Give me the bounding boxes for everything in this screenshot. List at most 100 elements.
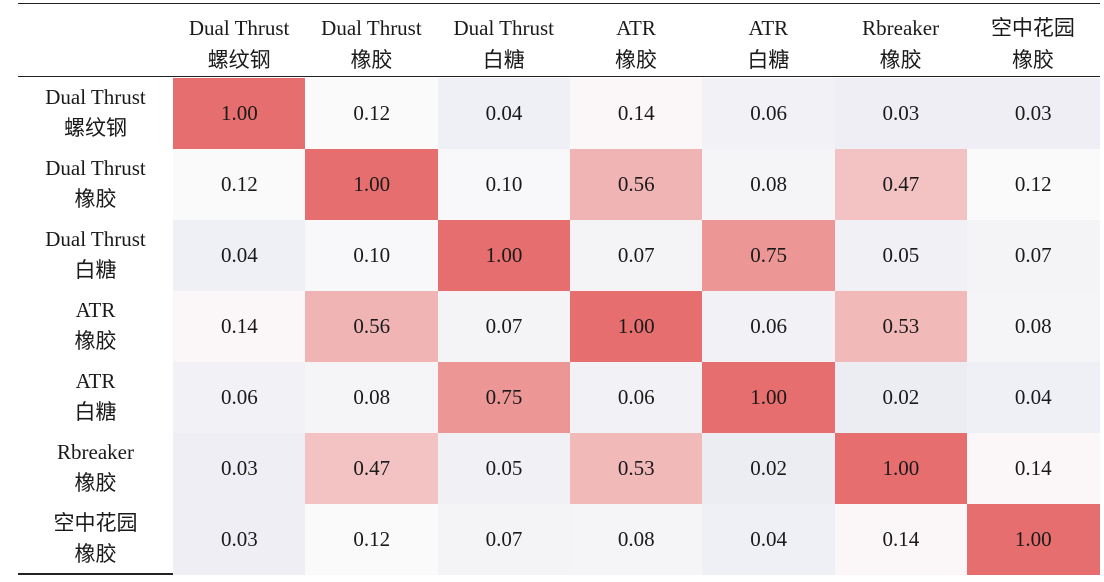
heatmap-cell-value: 0.53	[617, 455, 655, 480]
heatmap-cell-value: 0.14	[882, 526, 920, 551]
heatmap-cell: 0.12	[305, 77, 439, 149]
heatmap-cell-value: 0.07	[617, 242, 655, 267]
heatmap-cell-value: 0.06	[750, 100, 787, 125]
heatmap-cell: 0.07	[437, 290, 571, 362]
heatmap-cell: 0.08	[305, 361, 439, 433]
heatmap-cell: 0.14	[569, 77, 703, 149]
heatmap-cell: 0.14	[834, 503, 968, 575]
heatmap-cell: 0.08	[966, 290, 1100, 362]
heatmap-cell: 0.12	[305, 503, 439, 575]
heatmap-cell-value: 1.00	[221, 100, 258, 125]
column-header: Rbreaker 橡胶	[835, 12, 967, 76]
heatmap-cell-value: 1.00	[1014, 526, 1052, 551]
heatmap-cell-value: 1.00	[750, 384, 787, 409]
row-header-line2: 橡胶	[74, 328, 117, 353]
row-header-line1: Dual Thrust	[45, 84, 146, 109]
row-header-line2: 螺纹钢	[64, 115, 127, 140]
heatmap-cell-value: 1.00	[353, 171, 391, 196]
row-header-line2: 橡胶	[74, 470, 117, 495]
column-header-line1: ATR	[616, 16, 656, 40]
column-header-line1: Dual Thrust	[453, 16, 554, 40]
column-header: 空中花园 橡胶	[967, 12, 1099, 76]
heatmap-cell-value: 0.03	[1014, 100, 1052, 125]
column-header-line1: Dual Thrust	[188, 16, 290, 40]
row-header: Dual Thrust 橡胶	[18, 153, 173, 220]
heatmap-cell: 0.47	[305, 432, 439, 504]
heatmap-cell-value: 0.04	[750, 526, 787, 551]
heatmap-cell: 0.07	[966, 219, 1100, 291]
heatmap-cell-value: 1.00	[485, 242, 523, 267]
heatmap-cell-value: 0.12	[1014, 171, 1052, 196]
heatmap-cell: 0.10	[305, 219, 439, 291]
heatmap-cell: 0.53	[834, 290, 968, 362]
heatmap-cell-value: 0.12	[353, 526, 391, 551]
heatmap-cell: 0.08	[569, 503, 703, 575]
row-header-line2: 橡胶	[74, 541, 117, 566]
heatmap-cell-value: 0.06	[617, 384, 655, 409]
column-header-line2: 白糖	[747, 48, 790, 72]
heatmap-cell: 1.00	[437, 219, 571, 291]
row-header-line1: ATR	[75, 297, 116, 322]
heatmap-cell-value: 0.02	[882, 384, 920, 409]
heatmap-cell-value: 0.07	[1014, 242, 1052, 267]
heatmap-cell-value: 0.04	[221, 242, 258, 267]
row-header-line2: 白糖	[74, 399, 117, 424]
heatmap-cell-value: 0.03	[221, 526, 258, 551]
heatmap-cell-value: 0.06	[221, 384, 258, 409]
heatmap-cell-value: 0.04	[485, 100, 523, 125]
column-header-line2: 橡胶	[350, 48, 393, 72]
heatmap-cell-value: 0.06	[750, 313, 787, 338]
heatmap-cell: 0.07	[569, 219, 703, 291]
heatmap-cell-value: 0.47	[882, 171, 920, 196]
heatmap-cell-value: 0.03	[221, 455, 258, 480]
heatmap-cell: 0.12	[173, 148, 306, 220]
column-header-line2: 螺纹钢	[207, 48, 271, 72]
column-header: ATR 橡胶	[570, 12, 702, 76]
column-header-line1: ATR	[748, 16, 789, 40]
heatmap-cell-value: 0.08	[353, 384, 391, 409]
column-header: Dual Thrust 螺纹钢	[173, 12, 305, 76]
top-rule	[18, 3, 1100, 4]
heatmap-cell: 0.53	[569, 432, 703, 504]
heatmap-cell: 1.00	[966, 503, 1100, 575]
heatmap-cell-value: 0.02	[750, 455, 787, 480]
column-header: Dual Thrust 白糖	[438, 12, 570, 76]
heatmap-cell: 0.10	[437, 148, 571, 220]
heatmap-cell-value: 0.14	[1014, 455, 1052, 480]
heatmap-cell: 0.75	[437, 361, 571, 433]
heatmap-cell: 0.03	[173, 503, 306, 575]
heatmap-cell-value: 0.10	[353, 242, 391, 267]
row-header: ATR 橡胶	[18, 295, 173, 362]
column-header: Dual Thrust 橡胶	[305, 12, 437, 76]
heatmap-cell: 0.04	[173, 219, 306, 291]
heatmap-cell: 0.06	[569, 361, 703, 433]
heatmap-cell-value: 0.05	[485, 455, 523, 480]
heatmap-cell: 1.00	[173, 77, 306, 149]
heatmap-cell: 0.47	[834, 148, 968, 220]
row-header: Dual Thrust 螺纹钢	[18, 82, 173, 149]
heatmap-cell-value: 0.12	[221, 171, 258, 196]
heatmap-cell: 0.05	[437, 432, 571, 504]
heatmap-cell-value: 0.07	[485, 313, 523, 338]
heatmap-cell: 0.56	[569, 148, 703, 220]
column-header-line1: Rbreaker	[862, 16, 940, 40]
heatmap-cell: 0.02	[834, 361, 968, 433]
heatmap-cell-value: 0.75	[750, 242, 787, 267]
column-header-line2: 橡胶	[879, 48, 922, 72]
heatmap-cell-value: 0.03	[882, 100, 920, 125]
row-header-line2: 白糖	[74, 257, 117, 282]
row-header: ATR 白糖	[18, 366, 173, 433]
row-header-line1: Dual Thrust	[45, 155, 146, 180]
row-header-line1: ATR	[75, 368, 116, 393]
heatmap-cell: 1.00	[569, 290, 703, 362]
heatmap-cell: 0.14	[173, 290, 306, 362]
heatmap-cell-value: 0.08	[1014, 313, 1052, 338]
heatmap-cell: 0.06	[173, 361, 306, 433]
heatmap-cell-value: 0.08	[617, 526, 655, 551]
row-header: Rbreaker 橡胶	[18, 437, 173, 504]
heatmap-cell: 0.06	[702, 77, 835, 149]
heatmap-cell: 0.05	[834, 219, 968, 291]
column-header: ATR 白糖	[702, 12, 834, 76]
heatmap-cell: 0.14	[966, 432, 1100, 504]
